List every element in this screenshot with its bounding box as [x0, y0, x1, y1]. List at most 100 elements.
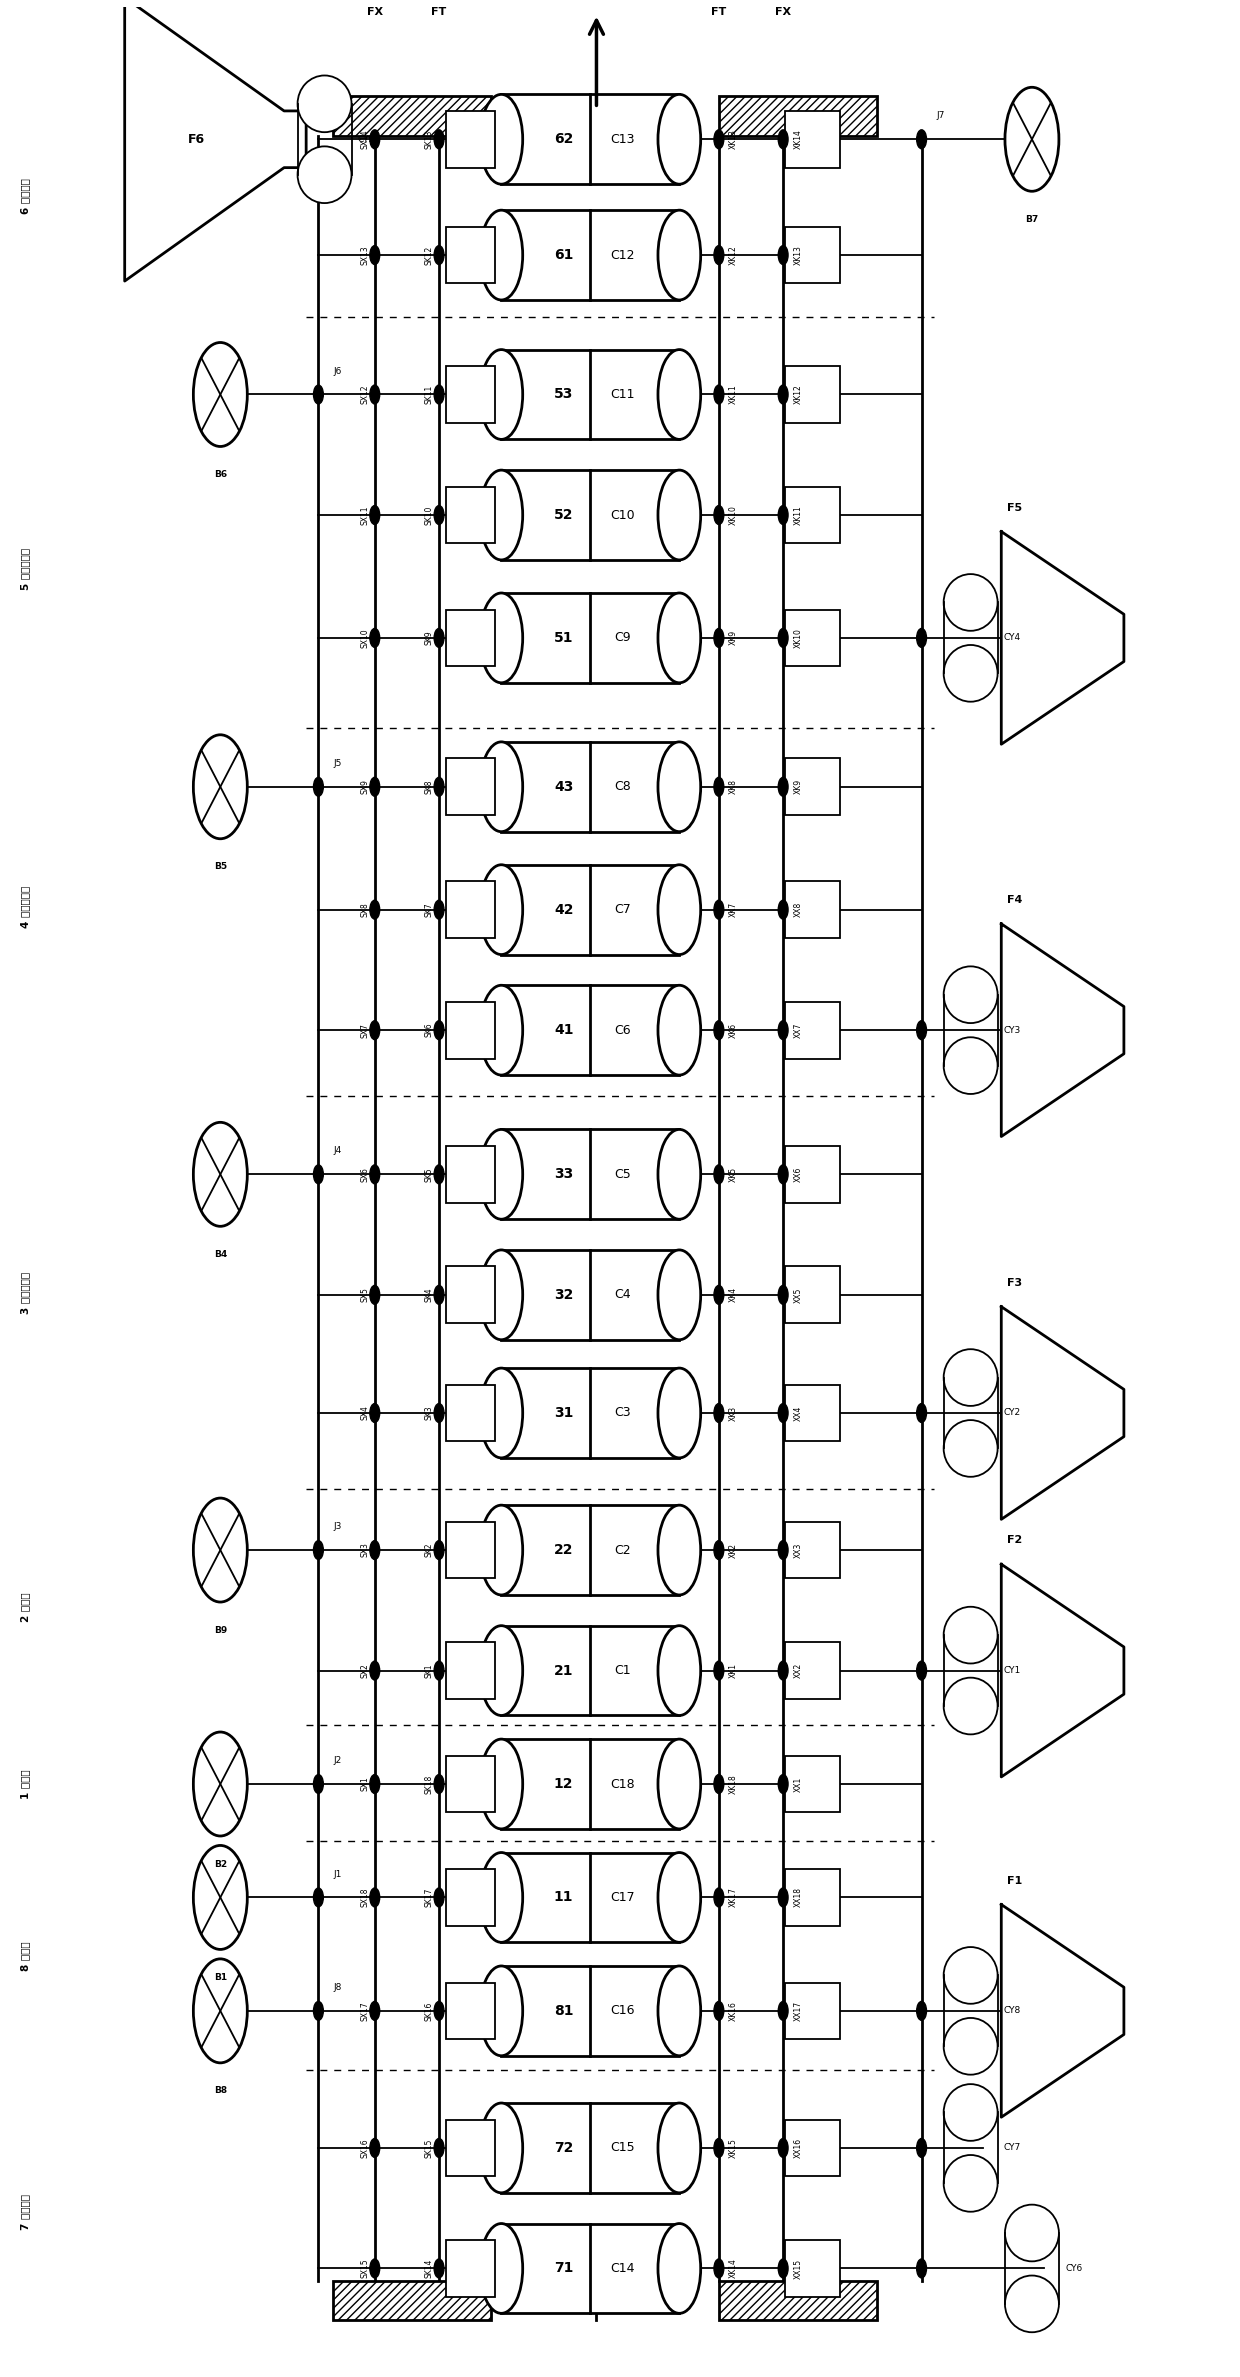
- Circle shape: [314, 385, 324, 404]
- Text: XK18: XK18: [729, 1773, 738, 1795]
- Text: 22: 22: [554, 1543, 573, 1557]
- Text: XK3: XK3: [729, 1405, 738, 1421]
- Bar: [785, 1757, 841, 1811]
- Text: F4: F4: [1007, 894, 1023, 906]
- Text: XK11: XK11: [794, 506, 802, 525]
- Circle shape: [434, 1165, 444, 1184]
- Text: CY8: CY8: [1003, 2006, 1021, 2016]
- Circle shape: [714, 777, 724, 796]
- Bar: [501, 2222, 680, 2313]
- Text: F3: F3: [1007, 1279, 1023, 1288]
- Circle shape: [370, 1165, 379, 1184]
- Bar: [501, 471, 680, 561]
- Text: XX1: XX1: [794, 1776, 802, 1792]
- Ellipse shape: [658, 95, 701, 183]
- Ellipse shape: [658, 1250, 701, 1341]
- Bar: [785, 1267, 841, 1324]
- Text: C2: C2: [614, 1543, 631, 1557]
- Text: J3: J3: [334, 1521, 341, 1531]
- Text: B7: B7: [1025, 214, 1039, 223]
- Bar: [445, 1643, 495, 1700]
- Text: 12: 12: [554, 1778, 573, 1790]
- Polygon shape: [1001, 532, 1123, 744]
- Text: XK14: XK14: [794, 128, 802, 150]
- Circle shape: [779, 1776, 789, 1795]
- Text: 1 上样区: 1 上样区: [20, 1768, 30, 1799]
- Text: XX4: XX4: [794, 1405, 802, 1421]
- Text: XK2: XK2: [729, 1543, 738, 1557]
- Text: C12: C12: [610, 250, 635, 261]
- Text: 31: 31: [554, 1407, 573, 1419]
- Circle shape: [714, 1286, 724, 1305]
- Text: SK7: SK7: [425, 903, 434, 918]
- Text: SX10: SX10: [361, 628, 370, 647]
- Circle shape: [714, 1776, 724, 1795]
- Circle shape: [434, 1662, 444, 1681]
- Text: 61: 61: [554, 247, 573, 261]
- Text: XX5: XX5: [794, 1288, 802, 1303]
- Ellipse shape: [658, 742, 701, 832]
- Text: XK15: XK15: [729, 2137, 738, 2158]
- Text: J4: J4: [334, 1146, 341, 1155]
- Ellipse shape: [944, 1419, 998, 1476]
- Bar: [445, 2120, 495, 2177]
- Bar: [501, 1740, 680, 1828]
- Text: FT: FT: [432, 7, 446, 17]
- Circle shape: [314, 1887, 324, 1906]
- Circle shape: [370, 628, 379, 647]
- Ellipse shape: [658, 471, 701, 561]
- Circle shape: [779, 245, 789, 264]
- Text: B8: B8: [213, 2087, 227, 2097]
- Text: 62: 62: [554, 133, 573, 147]
- Text: 7 防芳透区: 7 防芳透区: [20, 2194, 30, 2230]
- Circle shape: [779, 385, 789, 404]
- Circle shape: [779, 2139, 789, 2158]
- Ellipse shape: [944, 2156, 998, 2211]
- Text: C3: C3: [614, 1407, 631, 1419]
- Text: XX16: XX16: [794, 2137, 802, 2158]
- Ellipse shape: [944, 2018, 998, 2075]
- Bar: [785, 366, 841, 423]
- Bar: [445, 1386, 495, 1440]
- Text: F1: F1: [1007, 1875, 1023, 1885]
- Bar: [785, 609, 841, 666]
- Circle shape: [370, 1286, 379, 1305]
- Text: XK13: XK13: [794, 245, 802, 264]
- Ellipse shape: [944, 967, 998, 1022]
- Text: SK5: SK5: [425, 1167, 434, 1181]
- Text: 42: 42: [554, 903, 573, 918]
- Text: XX2: XX2: [794, 1664, 802, 1678]
- Circle shape: [779, 1020, 789, 1039]
- Bar: [785, 487, 841, 544]
- Text: J2: J2: [334, 1757, 341, 1766]
- Text: 8 平衡区: 8 平衡区: [20, 1942, 30, 1971]
- Circle shape: [314, 1776, 324, 1795]
- Circle shape: [434, 2139, 444, 2158]
- Text: XX7: XX7: [794, 1022, 802, 1039]
- Circle shape: [714, 2001, 724, 2020]
- Bar: [785, 1643, 841, 1700]
- Circle shape: [714, 1540, 724, 1559]
- Text: XK1: XK1: [729, 1664, 738, 1678]
- Circle shape: [779, 1662, 789, 1681]
- Text: C9: C9: [614, 632, 631, 644]
- Text: XK14: XK14: [729, 2258, 738, 2280]
- Text: XK9: XK9: [729, 630, 738, 647]
- Circle shape: [370, 506, 379, 525]
- Circle shape: [434, 1776, 444, 1795]
- Ellipse shape: [658, 1740, 701, 1828]
- Circle shape: [916, 2139, 926, 2158]
- Text: B4: B4: [213, 1250, 227, 1260]
- Ellipse shape: [480, 592, 523, 682]
- Ellipse shape: [480, 1250, 523, 1341]
- Bar: [334, 97, 491, 135]
- Ellipse shape: [480, 471, 523, 561]
- Text: 32: 32: [554, 1288, 573, 1303]
- Text: B1: B1: [213, 1973, 227, 1982]
- Text: 72: 72: [554, 2142, 573, 2156]
- Ellipse shape: [658, 1852, 701, 1942]
- Text: 11: 11: [554, 1890, 573, 1904]
- Bar: [785, 1386, 841, 1440]
- Bar: [501, 1369, 680, 1457]
- Bar: [501, 1626, 680, 1716]
